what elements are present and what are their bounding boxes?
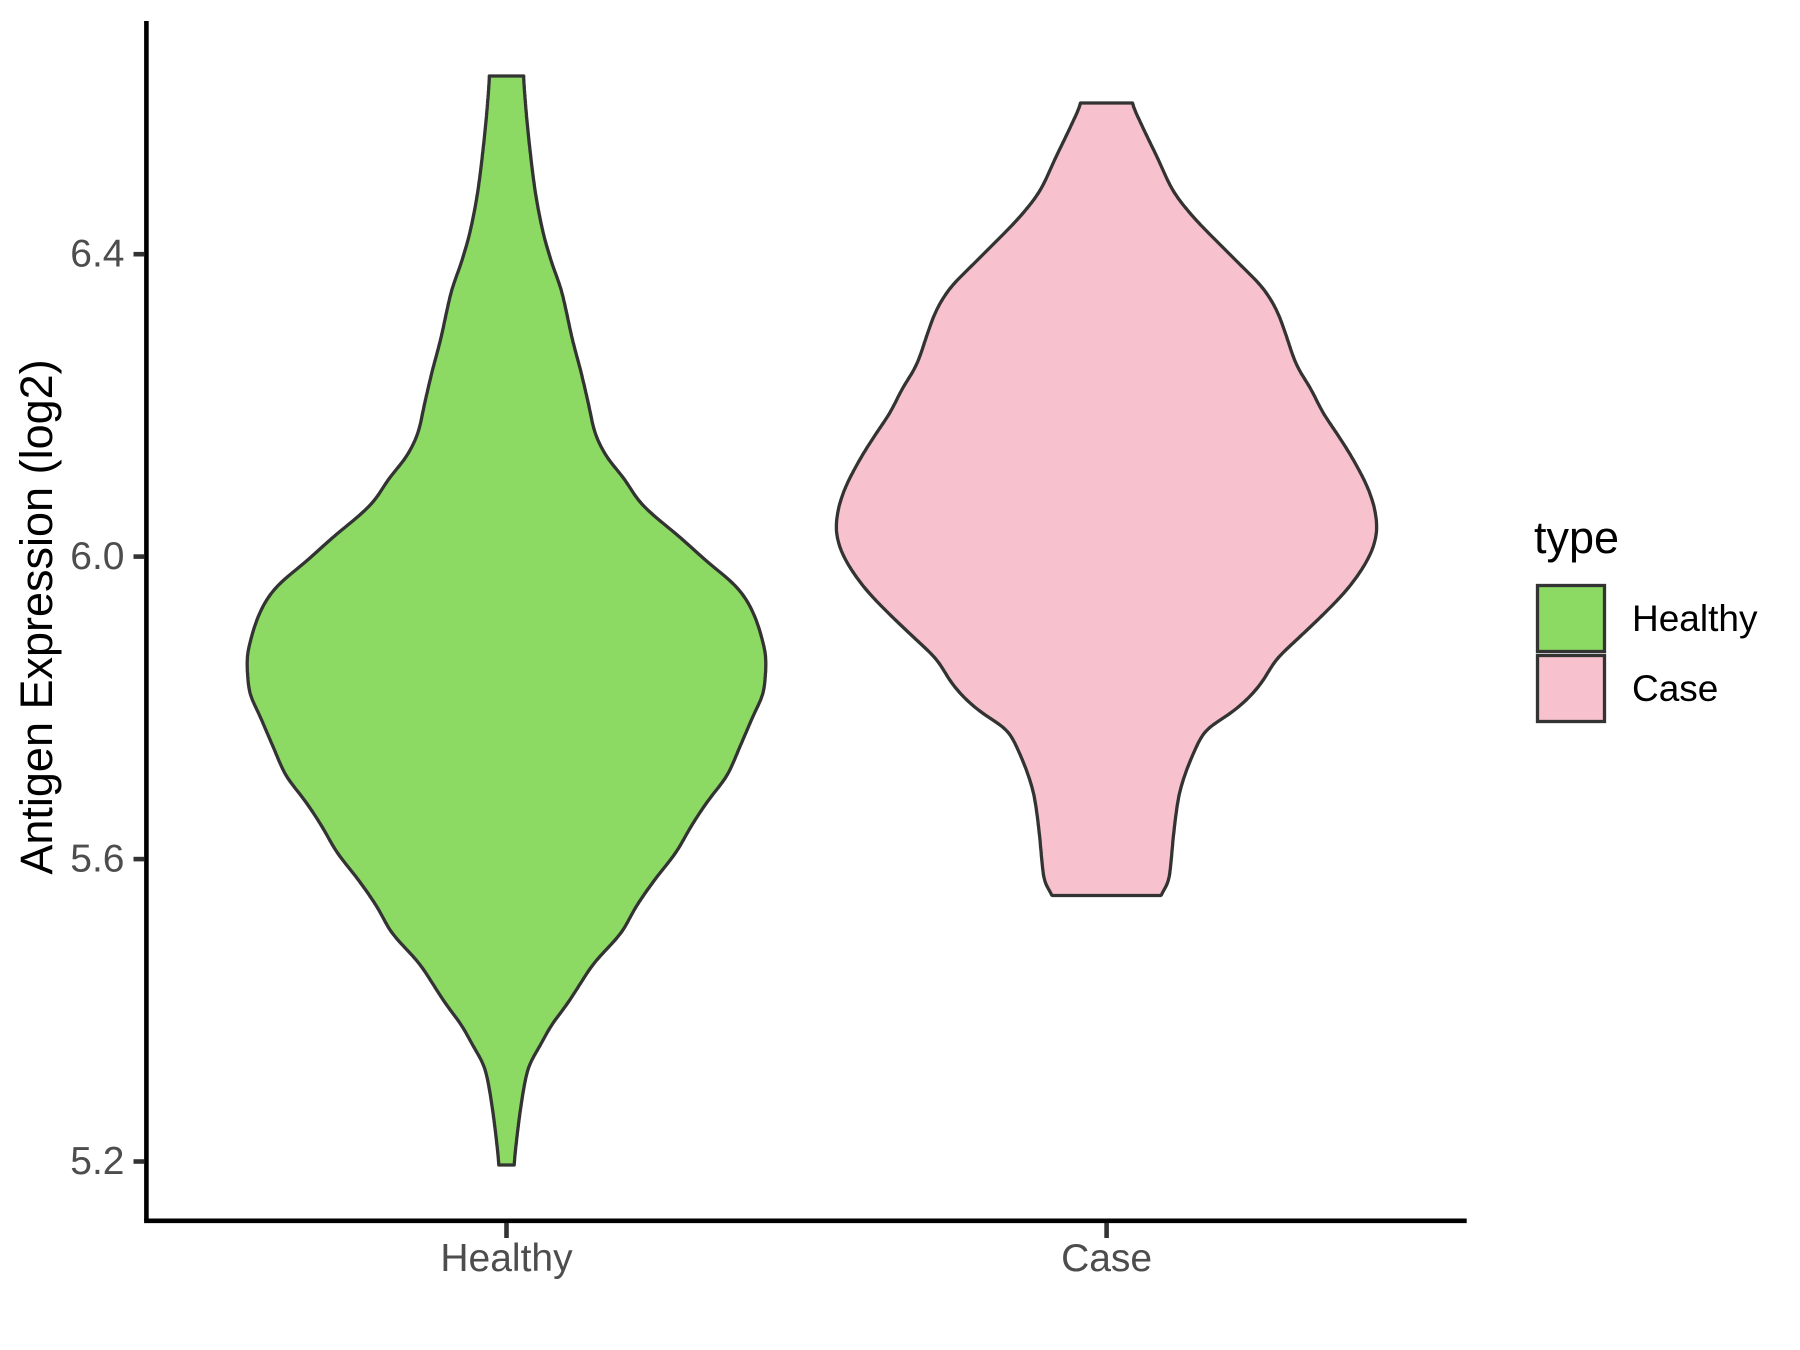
svg-text:Healthy: Healthy bbox=[1632, 598, 1758, 639]
svg-text:Case: Case bbox=[1061, 1237, 1152, 1280]
svg-text:Case: Case bbox=[1632, 668, 1718, 709]
svg-text:Antigen Expression (log2): Antigen Expression (log2) bbox=[11, 359, 62, 874]
svg-text:Healthy: Healthy bbox=[440, 1237, 573, 1280]
svg-text:5.2: 5.2 bbox=[70, 1140, 124, 1183]
svg-text:type: type bbox=[1534, 512, 1619, 563]
svg-text:6.4: 6.4 bbox=[70, 233, 124, 276]
svg-text:5.6: 5.6 bbox=[70, 838, 124, 881]
svg-text:6.0: 6.0 bbox=[70, 535, 124, 578]
